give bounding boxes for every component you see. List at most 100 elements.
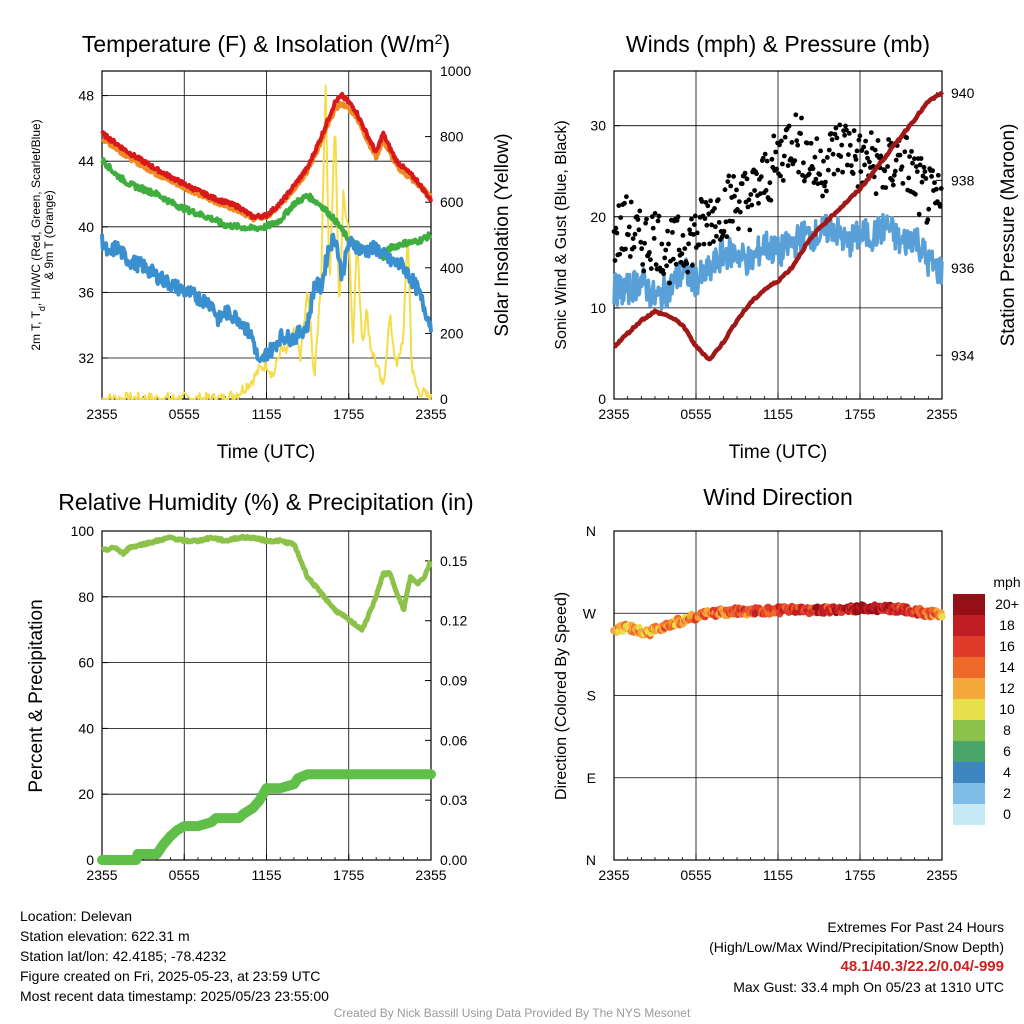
colorbar-swatch	[953, 678, 985, 699]
gust-point	[810, 166, 816, 172]
gust-point	[752, 188, 757, 193]
gust-point	[762, 151, 768, 157]
y-tick-label-left: N	[586, 523, 596, 539]
chart-title: Relative Humidity (%) & Precipitation (i…	[58, 489, 473, 515]
gust-point	[612, 258, 618, 263]
gust-point	[769, 156, 775, 162]
gust-point	[829, 137, 835, 143]
gust-point	[892, 168, 898, 174]
gust-point	[859, 148, 865, 153]
gust-point	[821, 158, 826, 164]
gust-point	[899, 164, 905, 170]
y-tick-label-left: 40	[78, 720, 94, 736]
gust-point	[768, 197, 774, 203]
gust-point	[652, 211, 658, 216]
gust-point	[778, 173, 783, 179]
x-tick-label: 2355	[926, 867, 957, 883]
gust-point	[814, 136, 820, 142]
gust-point	[701, 241, 707, 247]
gust-point	[641, 268, 647, 274]
gust-point	[632, 231, 638, 237]
gust-point	[690, 262, 695, 268]
gust-point	[628, 199, 634, 205]
gust-point	[712, 206, 717, 211]
gust-point	[890, 182, 896, 188]
colorbar-swatch	[953, 636, 985, 657]
colorbar-label: 20+	[995, 596, 1019, 612]
gust-point	[823, 179, 828, 185]
colorbar-swatch	[953, 720, 985, 741]
gust-point	[676, 247, 682, 253]
gust-point	[639, 246, 645, 252]
gust-point	[795, 142, 801, 148]
gust-point	[919, 179, 925, 185]
x-axis-label: Time (UTC)	[729, 442, 828, 463]
y-tick-label-right: 800	[440, 129, 464, 145]
extremes-values: 48.1/40.3/22.2/0.04/-999	[840, 958, 1004, 975]
gust-point	[627, 254, 633, 259]
colorbar-label: 16	[999, 638, 1015, 654]
gust-point	[793, 112, 799, 118]
gust-point	[763, 188, 769, 193]
gust-point	[708, 198, 713, 204]
gust-point	[665, 228, 670, 234]
gust-point	[781, 153, 787, 159]
gust-point	[764, 158, 770, 164]
gust-point	[815, 181, 821, 187]
gust-point	[813, 176, 819, 182]
gust-point	[622, 200, 627, 206]
gust-point	[674, 218, 680, 223]
gust-point	[839, 142, 845, 148]
gust-point	[916, 211, 922, 217]
gust-point	[746, 197, 752, 203]
gust-point	[804, 140, 810, 146]
colorbar-label: 10	[999, 701, 1015, 717]
gust-point	[937, 204, 943, 209]
gust-point	[651, 236, 657, 241]
gust-point	[760, 155, 766, 161]
x-tick-label: 1755	[844, 406, 875, 422]
gust-point	[846, 152, 851, 158]
winds-pressure-panel: 2355 0555 1155 1755 23550102030934936938940W…	[553, 31, 1019, 463]
gust-point	[832, 131, 838, 137]
gust-point	[704, 222, 710, 228]
gust-point	[694, 230, 700, 236]
y-tick-label-left: 100	[71, 523, 95, 539]
gust-point	[882, 168, 888, 174]
gust-point	[932, 180, 937, 186]
y-tick-label-left: N	[586, 852, 596, 868]
gust-point	[897, 152, 903, 158]
y-axis-label-left: Sonic Wind & Gust (Blue, Black)	[553, 120, 570, 349]
gust-point	[673, 261, 679, 267]
y-axis-label-left: 2m T, Td, HI/WC (Red, Green, Scarlet/Blu…	[29, 119, 56, 350]
y-tick-label-right: 940	[951, 85, 975, 101]
colorbar-label: 0	[1003, 806, 1011, 822]
gust-point	[811, 180, 817, 186]
gust-point	[626, 232, 631, 238]
gust-point	[636, 227, 642, 233]
x-tick-label: 2355	[86, 406, 117, 422]
gust-point	[792, 158, 798, 164]
y-axis-label-left: Percent & Precipitation	[26, 599, 47, 792]
y-tick-label-left: 48	[78, 88, 94, 104]
y-axis-label-right: Station Pressure (Maroon)	[998, 124, 1019, 347]
gust-point	[824, 155, 830, 160]
y-tick-label-left: 0	[86, 852, 94, 868]
x-tick-label: 1155	[251, 867, 281, 883]
gust-point	[907, 154, 912, 160]
y-tick-label-right: 1000	[440, 63, 471, 79]
gust-point	[647, 250, 652, 255]
gust-point	[715, 197, 721, 203]
x-tick-label: 2355	[598, 867, 629, 883]
gust-point	[846, 131, 852, 136]
gust-point	[844, 127, 849, 133]
gust-point	[716, 220, 722, 225]
colorbar-swatch	[953, 615, 985, 636]
chart-title: Temperature (F) & Insolation (W/m2)	[82, 31, 450, 57]
gust-point	[685, 269, 691, 275]
gust-point	[843, 123, 848, 129]
gust-point	[910, 160, 915, 166]
gust-point	[678, 259, 684, 265]
colorbar-label: 6	[1003, 743, 1011, 759]
